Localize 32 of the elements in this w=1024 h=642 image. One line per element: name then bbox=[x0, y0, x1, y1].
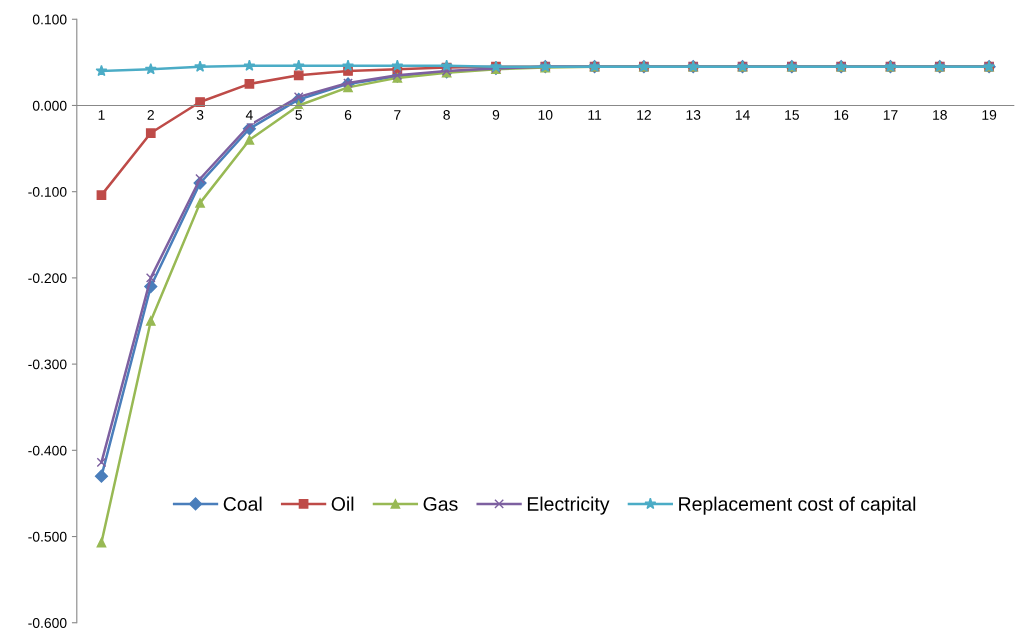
x-tick-label: 5 bbox=[295, 110, 302, 120]
y-tick-label: -0.100 bbox=[28, 187, 67, 197]
y-tick-label: -0.600 bbox=[28, 618, 67, 628]
x-tick-label: 2 bbox=[147, 110, 154, 120]
x-tick-label: 11 bbox=[588, 110, 602, 120]
x-tick-label: 17 bbox=[883, 110, 898, 120]
legend-label: Coal bbox=[223, 496, 262, 511]
y-tick-label: -0.500 bbox=[28, 531, 67, 542]
x-tick-label: 12 bbox=[637, 110, 651, 120]
x-tick-label: 8 bbox=[443, 110, 450, 120]
y-tick-label: -0.400 bbox=[28, 445, 67, 456]
y-tick-label: -0.300 bbox=[28, 359, 67, 370]
y-tick-label: -0.200 bbox=[28, 273, 67, 284]
x-tick-label: 6 bbox=[344, 110, 352, 120]
x-tick-label: 3 bbox=[196, 110, 204, 120]
x-tick-label: 16 bbox=[834, 110, 849, 120]
legend-label: Gas bbox=[423, 497, 458, 511]
y-tick-label: 0.000 bbox=[32, 100, 67, 111]
legend-label: Replacement cost of capital bbox=[679, 496, 916, 515]
x-tick-label: 14 bbox=[735, 110, 750, 120]
legend-label: Oil bbox=[331, 496, 354, 511]
x-tick-label: 7 bbox=[394, 110, 401, 120]
x-tick-label: 13 bbox=[686, 110, 701, 120]
y-tick-label: 0.100 bbox=[32, 14, 67, 25]
legend-label: Electricity bbox=[527, 496, 610, 515]
x-tick-label: 15 bbox=[785, 110, 799, 120]
x-tick-label: 1 bbox=[98, 110, 105, 120]
x-tick-label: 10 bbox=[538, 110, 553, 120]
x-tick-label: 9 bbox=[492, 110, 500, 120]
x-tick-label: 19 bbox=[982, 110, 997, 120]
x-tick-label: 4 bbox=[245, 110, 253, 120]
x-tick-label: 18 bbox=[933, 110, 947, 120]
